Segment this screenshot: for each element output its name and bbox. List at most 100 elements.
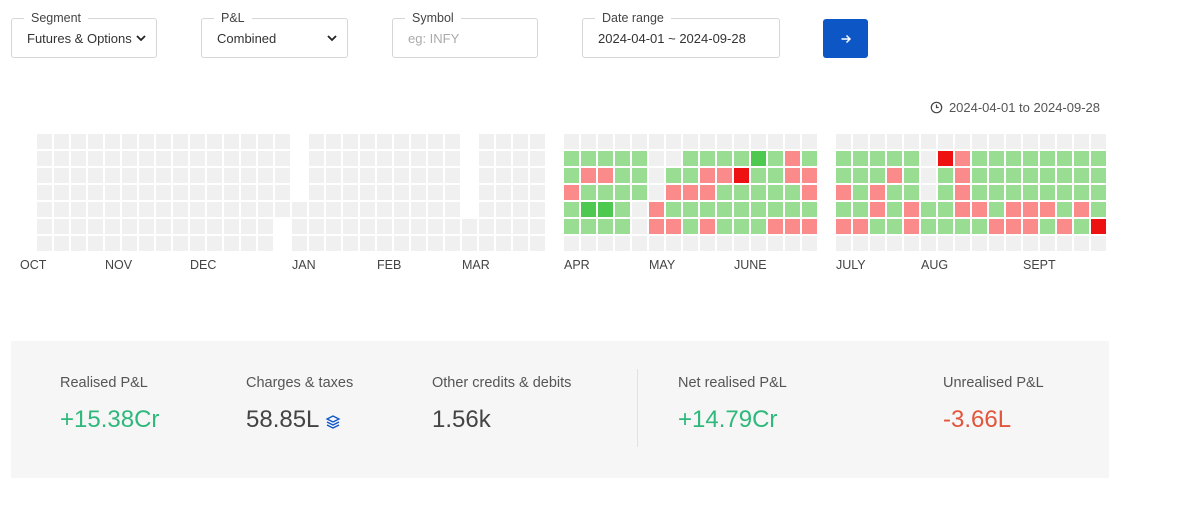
heatmap-day-cell[interactable]: [751, 151, 766, 166]
heatmap-day-cell[interactable]: [989, 185, 1004, 200]
heatmap-day-cell[interactable]: [938, 151, 953, 166]
heatmap-day-cell[interactable]: [1040, 202, 1055, 217]
heatmap-day-cell[interactable]: [1074, 151, 1089, 166]
heatmap-day-cell[interactable]: [700, 168, 715, 183]
heatmap-day-cell[interactable]: [870, 202, 885, 217]
heatmap-day-cell[interactable]: [564, 151, 579, 166]
heatmap-day-cell[interactable]: [598, 219, 613, 234]
heatmap-day-cell[interactable]: [904, 219, 919, 234]
heatmap-day-cell[interactable]: [1091, 151, 1106, 166]
heatmap-day-cell[interactable]: [887, 219, 902, 234]
heatmap-day-cell[interactable]: [734, 168, 749, 183]
heatmap-day-cell[interactable]: [836, 168, 851, 183]
heatmap-day-cell[interactable]: [938, 168, 953, 183]
pnl-select[interactable]: P&L Combined: [201, 11, 348, 58]
heatmap-day-cell[interactable]: [1006, 151, 1021, 166]
heatmap-day-cell[interactable]: [632, 185, 647, 200]
heatmap-day-cell[interactable]: [1023, 185, 1038, 200]
heatmap-day-cell[interactable]: [564, 185, 579, 200]
heatmap-day-cell[interactable]: [564, 202, 579, 217]
heatmap-day-cell[interactable]: [1074, 202, 1089, 217]
heatmap-day-cell[interactable]: [989, 151, 1004, 166]
heatmap-day-cell[interactable]: [972, 185, 987, 200]
heatmap-day-cell[interactable]: [921, 219, 936, 234]
heatmap-day-cell[interactable]: [615, 219, 630, 234]
heatmap-day-cell[interactable]: [615, 151, 630, 166]
heatmap-day-cell[interactable]: [717, 219, 732, 234]
heatmap-day-cell[interactable]: [972, 168, 987, 183]
heatmap-day-cell[interactable]: [598, 202, 613, 217]
heatmap-day-cell[interactable]: [581, 151, 596, 166]
heatmap-day-cell[interactable]: [802, 202, 817, 217]
heatmap-day-cell[interactable]: [989, 219, 1004, 234]
heatmap-day-cell[interactable]: [785, 202, 800, 217]
heatmap-day-cell[interactable]: [700, 185, 715, 200]
heatmap-day-cell[interactable]: [700, 219, 715, 234]
heatmap-day-cell[interactable]: [887, 151, 902, 166]
heatmap-day-cell[interactable]: [904, 185, 919, 200]
heatmap-day-cell[interactable]: [683, 168, 698, 183]
heatmap-day-cell[interactable]: [955, 151, 970, 166]
heatmap-day-cell[interactable]: [853, 168, 868, 183]
heatmap-day-cell[interactable]: [615, 168, 630, 183]
heatmap-day-cell[interactable]: [581, 168, 596, 183]
heatmap-day-cell[interactable]: [802, 219, 817, 234]
heatmap-day-cell[interactable]: [581, 202, 596, 217]
heatmap-day-cell[interactable]: [717, 168, 732, 183]
heatmap-day-cell[interactable]: [768, 168, 783, 183]
heatmap-day-cell[interactable]: [1091, 219, 1106, 234]
heatmap-day-cell[interactable]: [751, 219, 766, 234]
date-range-picker[interactable]: Date range 2024-04-01 ~ 2024-09-28: [582, 11, 780, 58]
heatmap-day-cell[interactable]: [1057, 202, 1072, 217]
heatmap-day-cell[interactable]: [666, 202, 681, 217]
heatmap-day-cell[interactable]: [683, 185, 698, 200]
heatmap-day-cell[interactable]: [1074, 219, 1089, 234]
heatmap-day-cell[interactable]: [938, 219, 953, 234]
heatmap-day-cell[interactable]: [717, 185, 732, 200]
heatmap-day-cell[interactable]: [632, 168, 647, 183]
heatmap-day-cell[interactable]: [1006, 219, 1021, 234]
heatmap-day-cell[interactable]: [734, 202, 749, 217]
heatmap-day-cell[interactable]: [836, 185, 851, 200]
heatmap-day-cell[interactable]: [615, 202, 630, 217]
heatmap-day-cell[interactable]: [904, 168, 919, 183]
heatmap-day-cell[interactable]: [768, 219, 783, 234]
heatmap-day-cell[interactable]: [768, 202, 783, 217]
heatmap-day-cell[interactable]: [717, 202, 732, 217]
heatmap-day-cell[interactable]: [1023, 202, 1038, 217]
heatmap-day-cell[interactable]: [853, 151, 868, 166]
heatmap-day-cell[interactable]: [768, 151, 783, 166]
heatmap-day-cell[interactable]: [1006, 202, 1021, 217]
heatmap-day-cell[interactable]: [870, 185, 885, 200]
heatmap-day-cell[interactable]: [1040, 151, 1055, 166]
heatmap-day-cell[interactable]: [1074, 185, 1089, 200]
symbol-input[interactable]: Symbol eg: INFY: [392, 11, 538, 58]
heatmap-day-cell[interactable]: [904, 151, 919, 166]
heatmap-day-cell[interactable]: [666, 168, 681, 183]
heatmap-day-cell[interactable]: [581, 185, 596, 200]
heatmap-day-cell[interactable]: [853, 219, 868, 234]
heatmap-day-cell[interactable]: [972, 151, 987, 166]
heatmap-day-cell[interactable]: [853, 202, 868, 217]
heatmap-day-cell[interactable]: [1057, 219, 1072, 234]
heatmap-day-cell[interactable]: [938, 202, 953, 217]
heatmap-day-cell[interactable]: [700, 202, 715, 217]
heatmap-day-cell[interactable]: [666, 219, 681, 234]
heatmap-day-cell[interactable]: [1091, 202, 1106, 217]
heatmap-day-cell[interactable]: [734, 185, 749, 200]
heatmap-day-cell[interactable]: [802, 151, 817, 166]
heatmap-day-cell[interactable]: [564, 219, 579, 234]
heatmap-day-cell[interactable]: [1006, 185, 1021, 200]
heatmap-day-cell[interactable]: [853, 185, 868, 200]
heatmap-day-cell[interactable]: [666, 185, 681, 200]
heatmap-day-cell[interactable]: [598, 168, 613, 183]
heatmap-day-cell[interactable]: [1057, 185, 1072, 200]
heatmap-day-cell[interactable]: [1023, 168, 1038, 183]
heatmap-day-cell[interactable]: [802, 185, 817, 200]
heatmap-day-cell[interactable]: [921, 202, 936, 217]
heatmap-day-cell[interactable]: [836, 202, 851, 217]
heatmap-day-cell[interactable]: [972, 202, 987, 217]
segment-select[interactable]: Segment Futures & Options: [11, 11, 157, 58]
heatmap-day-cell[interactable]: [734, 219, 749, 234]
heatmap-day-cell[interactable]: [785, 168, 800, 183]
